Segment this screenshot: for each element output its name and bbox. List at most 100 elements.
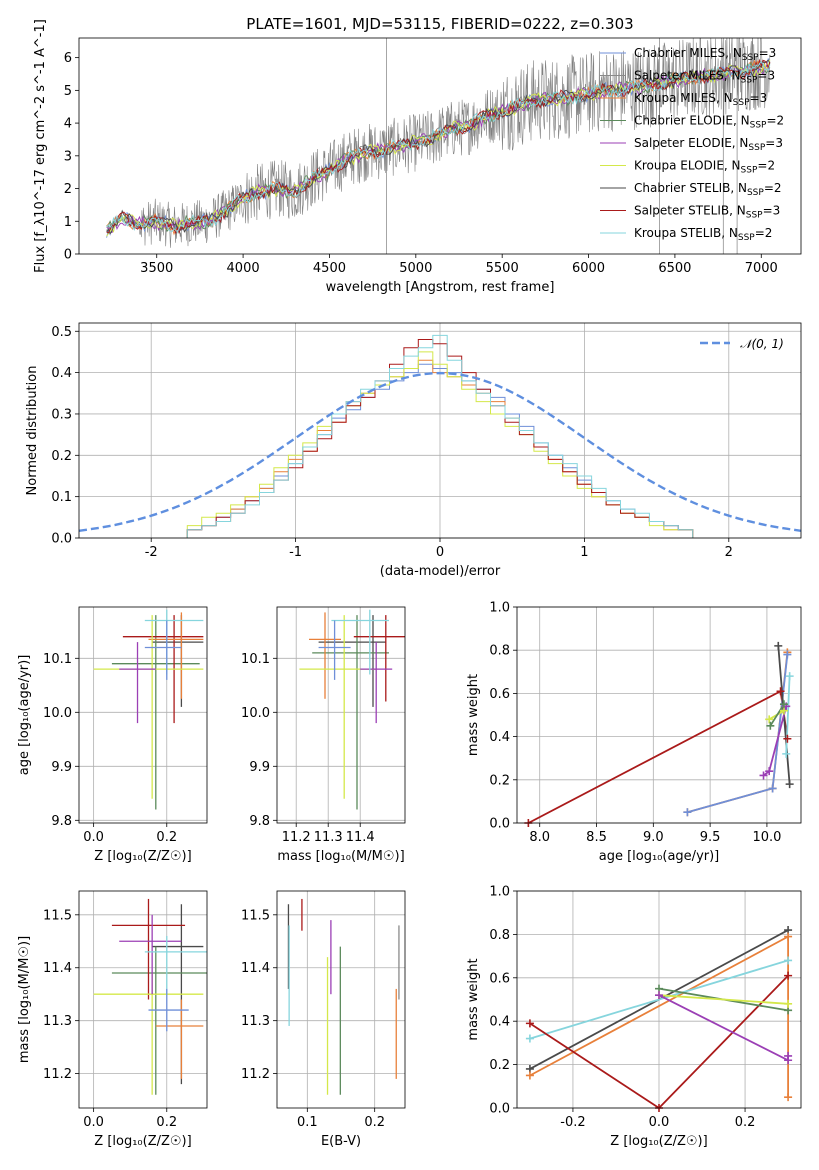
x-tick-label: 2	[725, 545, 733, 560]
model-line-chabrier_stelib	[106, 59, 771, 235]
weight-line-chabrier_elodie	[769, 703, 785, 727]
gaussian-curve	[79, 371, 801, 532]
axes-frame	[78, 322, 802, 539]
x-tick-label: 5500	[486, 261, 519, 276]
weight-marker-chabrier_miles	[768, 784, 777, 793]
weight-marker-kroupa_miles	[784, 932, 793, 941]
y-tick-label: 10.0	[43, 706, 72, 721]
y-tick-label: 0.4	[489, 730, 510, 745]
weight-marker-chabrier_stelib	[774, 641, 783, 650]
x-tick-label: 7000	[745, 261, 778, 276]
x-tick-label: 1	[580, 545, 588, 560]
x-tick-label: 11.2	[282, 830, 311, 845]
plot-area	[93, 609, 204, 810]
weight-line-salpeter_stelib	[527, 689, 789, 823]
y-axis-label: Flux [f_λ10^-17 erg cm^-2 s^-1 A^-1]	[33, 19, 48, 273]
axes-weight-vs-Z: -0.2 0.0 0.2 0.0 0.2 0.4 0.6 0.8 1.0 Z [log₁₀(Z/Z…	[466, 885, 802, 1149]
weight-line-kroupa_elodie	[658, 994, 789, 1005]
x-tick-label: 0.0	[83, 1115, 104, 1130]
axes-frame	[78, 37, 802, 255]
weight-line-salpeter_elodie	[658, 994, 789, 1062]
y-tick-label: 11.2	[43, 1067, 72, 1082]
x-tick-label: -0.2	[560, 1115, 585, 1130]
y-axis-label: mass weight	[466, 674, 481, 756]
y-tick-label: 0.4	[51, 366, 72, 381]
x-tick-label: 10.0	[752, 830, 781, 845]
y-tick-label: 9.8	[249, 814, 270, 829]
y-tick-label: 11.5	[241, 908, 270, 923]
x-tick-label: 5000	[399, 261, 432, 276]
x-tick-label: 0	[436, 545, 444, 560]
y-tick-label: 2	[64, 182, 72, 197]
y-tick-label: 5	[64, 84, 72, 99]
y-axis-label: age [log₁₀(age/yr)]	[17, 655, 32, 776]
axes-spectrum: 3500 4000 4500 5000 5500 6000 6500 7000 0 1 2 3 4 5 6 w…	[33, 19, 802, 295]
x-tick-label: -2	[145, 545, 158, 560]
y-tick-label: 0.5	[51, 325, 72, 340]
weight-line-salpeter_stelib	[529, 974, 789, 1108]
y-tick-label: 0.0	[489, 1102, 510, 1117]
y-tick-label: 3	[64, 149, 72, 164]
x-tick-label: 9.5	[700, 830, 721, 845]
weight-marker-kroupa_miles	[525, 1071, 534, 1080]
y-tick-label: 10.0	[241, 706, 270, 721]
axes-residual-hist: -2 -1 0 1 2 0.0 0.1 0.2 0.3 0.4 0.5 (data-model)/er…	[25, 322, 802, 579]
axes-frame	[516, 890, 802, 1109]
y-tick-label: 11.2	[241, 1067, 270, 1082]
weight-line-kroupa_stelib	[529, 959, 789, 1040]
weight-marker-salpeter_elodie	[655, 991, 663, 1000]
plot-area	[106, 38, 771, 254]
x-axis-label: age [log₁₀(age/yr)]	[599, 849, 720, 864]
y-tick-label: 0.8	[489, 928, 510, 943]
weight-marker-salpeter_stelib	[784, 971, 793, 980]
y-tick-label: 11.3	[241, 1014, 270, 1029]
x-tick-label: 11.3	[314, 830, 343, 845]
axes-frame	[78, 890, 208, 1109]
figure-title: PLATE=1601, MJD=53115, FIBERID=0222, z=0…	[246, 15, 633, 33]
y-axis-label: Normed distribution	[25, 366, 40, 496]
y-tick-label: 0.3	[51, 407, 72, 422]
x-tick-label: 0.2	[364, 1115, 385, 1130]
y-tick-label: 4	[64, 117, 72, 132]
axes-mass-vs-Z: 0.0 0.2 11.2 11.3 11.4 11.5 Z [log₁₀(Z/Z☉)] mas…	[17, 890, 208, 1149]
y-tick-label: 0.4	[489, 1015, 510, 1030]
legend-label-chabrier_elodie: Chabrier ELODIE, NSSP=2	[634, 114, 784, 131]
weight-marker-kroupa_miles	[784, 1093, 793, 1102]
weight-marker-chabrier_elodie	[779, 700, 788, 709]
x-tick-label: 0.2	[156, 830, 177, 845]
model-line-salpeter_elodie	[106, 64, 770, 234]
x-tick-label: -1	[289, 545, 302, 560]
x-axis-label: E(B-V)	[321, 1134, 361, 1149]
y-tick-label: 1.0	[489, 601, 510, 616]
y-tick-label: 0.8	[489, 644, 510, 659]
y-tick-label: 10.1	[43, 652, 72, 667]
legend-label-salpeter_elodie: Salpeter ELODIE, NSSP=3	[634, 136, 783, 153]
y-tick-label: 11.5	[43, 908, 72, 923]
weight-marker-salpeter_stelib	[776, 687, 785, 696]
axes-frame	[78, 606, 208, 824]
axes-frame	[276, 606, 406, 824]
y-tick-label: 6	[64, 51, 72, 66]
axes-frame	[276, 890, 406, 1109]
weight-marker-kroupa_elodie	[765, 715, 774, 724]
x-tick-label: 0.1	[297, 1115, 318, 1130]
y-axis-label: mass [log₁₀(M/M☉)]	[17, 936, 32, 1063]
model-line-kroupa_elodie	[106, 59, 771, 237]
x-axis-label: (data-model)/error	[380, 564, 501, 579]
weight-marker-chabrier_elodie	[766, 721, 775, 730]
y-tick-label: 11.3	[43, 1014, 72, 1029]
x-axis-label: mass [log₁₀(M/M☉)]	[277, 849, 404, 864]
x-tick-label: 6000	[572, 261, 605, 276]
x-tick-label: 0.0	[83, 830, 104, 845]
y-tick-label: 9.9	[51, 760, 72, 775]
y-tick-label: 0	[64, 248, 72, 263]
spectrum-legend: Chabrier MILES, NSSP=3 Salpeter MILES, NS…	[600, 46, 784, 243]
y-tick-label: 0.2	[51, 449, 72, 464]
weight-marker-salpeter_elodie	[765, 767, 774, 776]
model-line-kroupa_stelib	[106, 60, 771, 234]
weight-marker-chabrier_miles	[683, 808, 692, 817]
y-tick-label: 0.2	[489, 773, 510, 788]
y-tick-label: 11.4	[43, 961, 72, 976]
weight-marker-kroupa_stelib	[782, 749, 791, 758]
